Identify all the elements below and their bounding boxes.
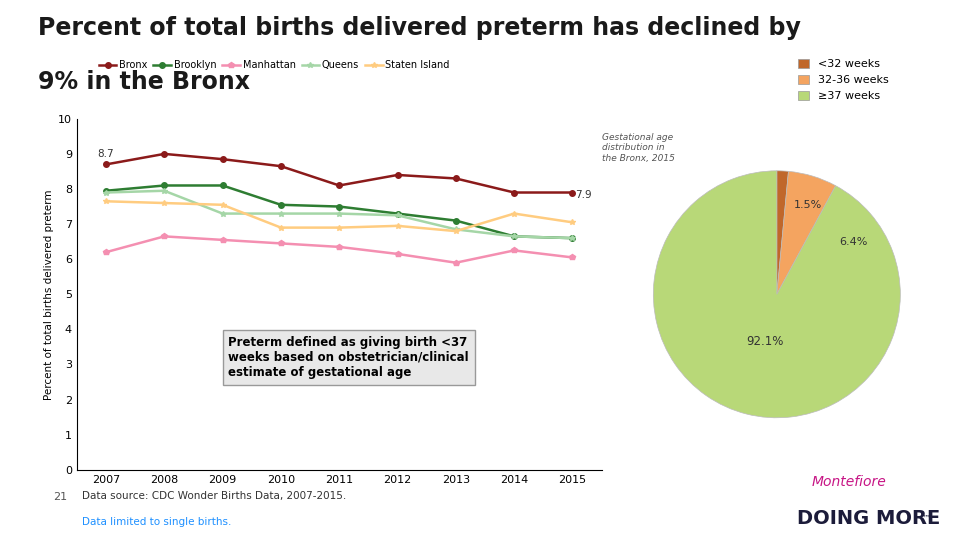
Staten Island <box>158 200 170 206</box>
Text: 9% in the Bronx: 9% in the Bronx <box>38 70 251 94</box>
Line: Queens: Queens <box>103 188 575 241</box>
Text: 8.7: 8.7 <box>97 149 114 159</box>
Manhattan <box>217 237 228 243</box>
Manhattan <box>450 259 462 266</box>
Queens <box>276 210 287 217</box>
Staten Island <box>333 224 345 231</box>
Text: 21: 21 <box>53 491 67 502</box>
Y-axis label: Percent of total births delivered preterm: Percent of total births delivered preter… <box>44 189 54 400</box>
Manhattan <box>509 247 520 254</box>
Brooklyn <box>333 203 345 210</box>
Text: Percent of total births delivered preterm has declined by: Percent of total births delivered preter… <box>38 16 802 40</box>
Brooklyn <box>276 201 287 208</box>
Staten Island <box>276 224 287 231</box>
Text: Preterm defined as giving birth <37
weeks based on obstetrician/clinical
estimat: Preterm defined as giving birth <37 week… <box>228 336 469 379</box>
Text: 92.1%: 92.1% <box>746 335 783 348</box>
Bronx <box>276 163 287 170</box>
Bronx <box>566 189 578 195</box>
Manhattan <box>158 233 170 240</box>
Staten Island <box>450 228 462 234</box>
Staten Island <box>566 219 578 226</box>
Manhattan <box>392 251 403 257</box>
Brooklyn <box>217 183 228 189</box>
Line: Staten Island: Staten Island <box>103 199 575 234</box>
Text: 1.5%: 1.5% <box>794 200 822 211</box>
Bronx <box>158 151 170 157</box>
Bronx <box>217 156 228 163</box>
Brooklyn <box>100 187 111 194</box>
Queens <box>450 226 462 233</box>
Line: Manhattan: Manhattan <box>103 234 575 266</box>
Bronx <box>392 172 403 178</box>
Wedge shape <box>777 171 788 294</box>
Queens <box>392 212 403 219</box>
Queens <box>566 235 578 241</box>
Manhattan <box>276 240 287 247</box>
Bronx <box>333 183 345 189</box>
Bronx <box>450 175 462 181</box>
Staten Island <box>100 198 111 205</box>
Line: Brooklyn: Brooklyn <box>103 183 575 241</box>
Brooklyn <box>450 217 462 224</box>
Queens <box>158 187 170 194</box>
Brooklyn <box>158 183 170 189</box>
Manhattan <box>100 249 111 255</box>
Legend: <32 weeks, 32-36 weeks, ≥37 weeks: <32 weeks, 32-36 weeks, ≥37 weeks <box>798 59 889 102</box>
Text: 6.4%: 6.4% <box>839 238 868 247</box>
Wedge shape <box>654 171 900 418</box>
Bronx <box>100 161 111 167</box>
Queens <box>217 210 228 217</box>
Manhattan <box>333 244 345 250</box>
Brooklyn <box>392 210 403 217</box>
Queens <box>509 233 520 240</box>
Text: Gestational age
distribution in
the Bronx, 2015: Gestational age distribution in the Bron… <box>602 133 675 163</box>
Wedge shape <box>777 171 835 294</box>
Text: DOING MORE: DOING MORE <box>797 509 940 528</box>
Brooklyn <box>509 233 520 240</box>
Staten Island <box>217 201 228 208</box>
Line: Bronx: Bronx <box>103 151 575 195</box>
Staten Island <box>392 222 403 229</box>
Brooklyn <box>566 235 578 241</box>
Queens <box>333 210 345 217</box>
Legend: Bronx, Brooklyn, Manhattan, Queens, Staten Island: Bronx, Brooklyn, Manhattan, Queens, Stat… <box>99 60 450 71</box>
Text: Data limited to single births.: Data limited to single births. <box>82 517 231 527</box>
Queens <box>100 189 111 195</box>
Text: 7.9: 7.9 <box>575 190 592 200</box>
Text: Data source: CDC Wonder Births Data, 2007-2015.: Data source: CDC Wonder Births Data, 200… <box>82 491 346 502</box>
Staten Island <box>509 210 520 217</box>
Text: ™: ™ <box>922 514 930 523</box>
Manhattan <box>566 254 578 261</box>
Bronx <box>509 189 520 195</box>
Text: Montefiore: Montefiore <box>811 475 886 489</box>
